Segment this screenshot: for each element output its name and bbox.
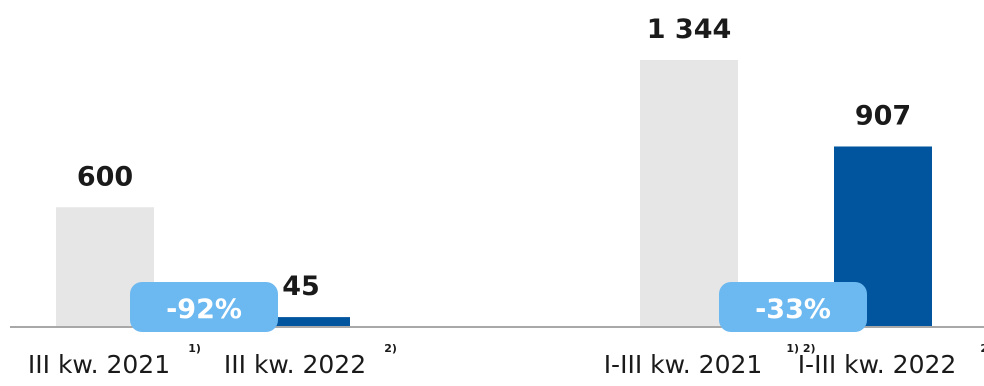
change-label-1: -33% [755,294,831,325]
category-label-1-1: I-III kw. 2022 [798,350,957,379]
bar-1-0 [640,60,738,326]
value-label-0-1: 45 [282,271,320,302]
change-label-0: -92% [166,294,242,325]
value-label-0-0: 600 [77,161,133,192]
change-badge-0 [130,282,278,332]
footnote-1-0: 1) 2) [786,342,815,355]
footnote-0-1: 2) [384,342,397,355]
bar-0-1 [252,317,350,326]
value-label-1-0: 1 344 [647,14,732,45]
footnote-0-0: 1) [188,342,201,355]
category-label-0-1: III kw. 2022 [224,350,366,379]
category-label-0-0: III kw. 2021 [28,350,170,379]
category-label-1-0: I-III kw. 2021 [604,350,763,379]
value-label-1-1: 907 [855,100,911,131]
footnote-1-1: 2) [980,342,984,355]
change-badge-1 [719,282,867,332]
